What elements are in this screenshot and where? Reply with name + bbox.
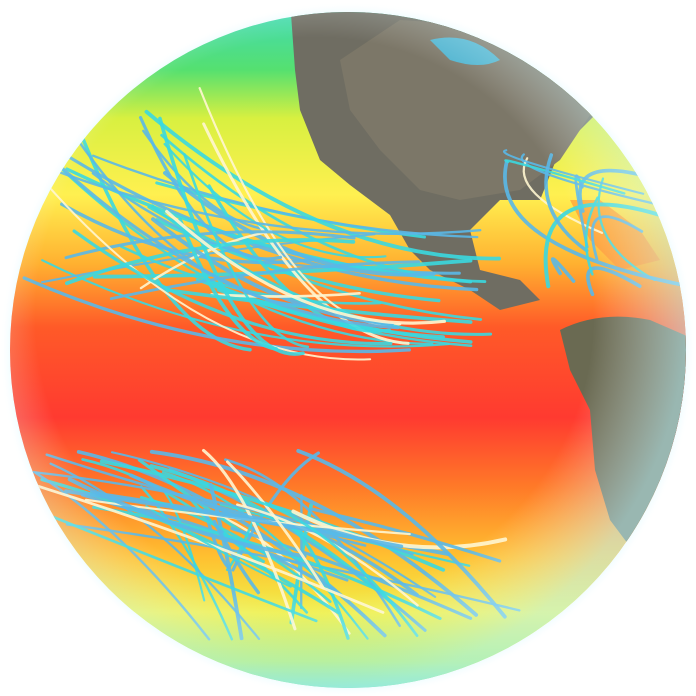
limb-shading — [10, 12, 686, 688]
